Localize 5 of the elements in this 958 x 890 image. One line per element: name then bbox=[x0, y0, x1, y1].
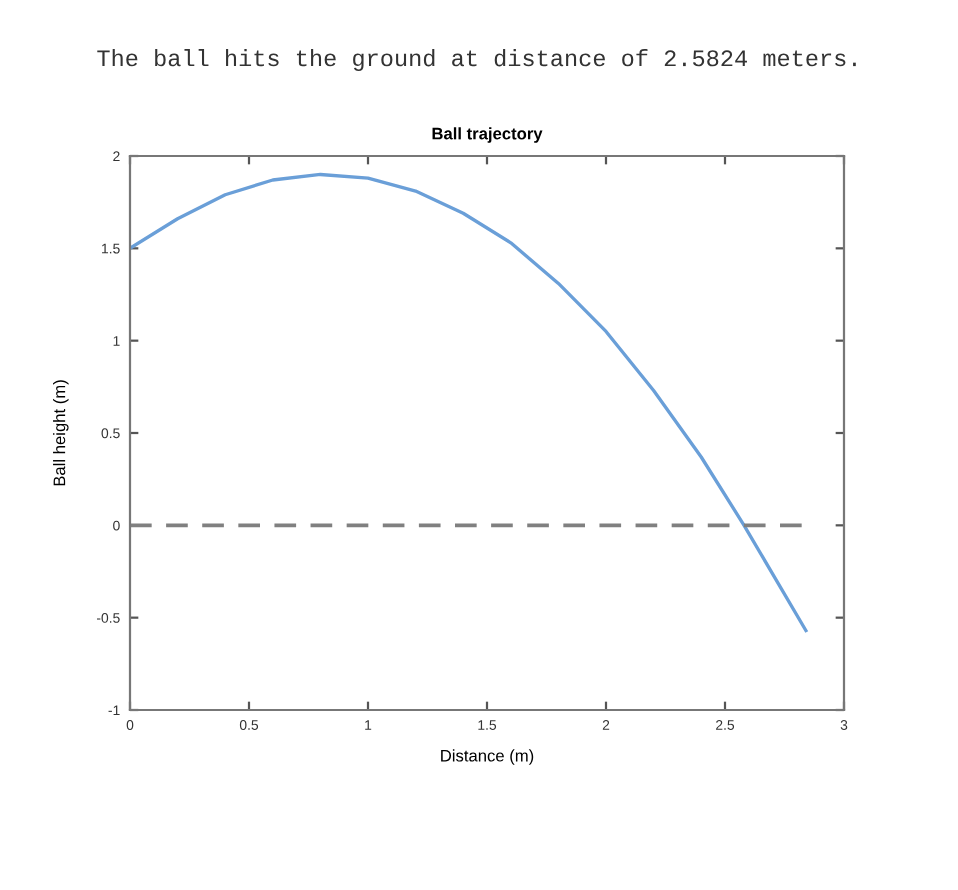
x-axis-title: Distance (m) bbox=[441, 749, 534, 765]
chart-title: Ball trajectory bbox=[432, 127, 543, 143]
text: The ball hits the ground at distance of 2.5824 meters. bbox=[97, 49, 856, 71]
line-series bbox=[130, 172, 808, 633]
y-axis-title: Ball height (m) bbox=[53, 380, 69, 486]
